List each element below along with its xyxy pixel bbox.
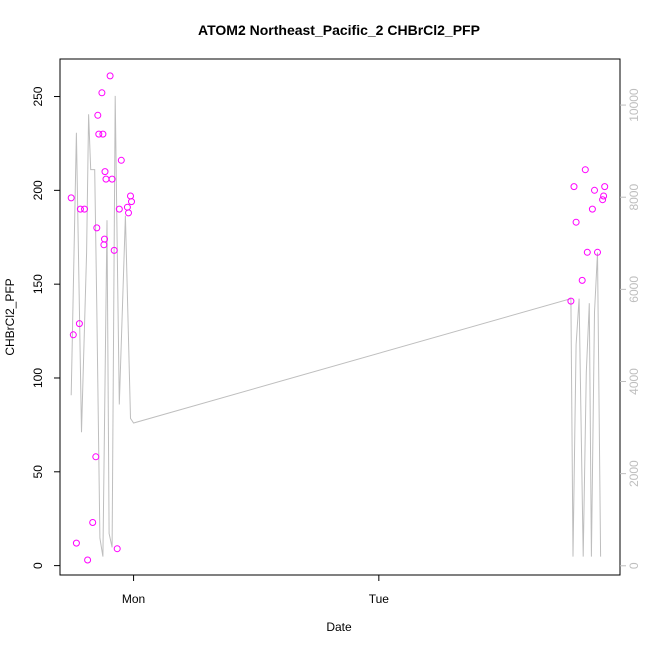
data-point-27 xyxy=(128,198,135,206)
x-axis: Mon Tue xyxy=(122,575,389,606)
data-point-34 xyxy=(588,205,596,213)
data-point-30 xyxy=(572,218,580,226)
y2-tick-label-4: 8000 xyxy=(627,184,641,211)
data-point-28 xyxy=(567,297,575,305)
x-tick-label-1: Tue xyxy=(369,592,390,606)
data-point-9 xyxy=(93,224,101,232)
data-point-11 xyxy=(95,130,103,138)
y-tick-label-1: 50 xyxy=(31,465,45,479)
y2-tick-label-0: 0 xyxy=(627,562,641,569)
data-point-18 xyxy=(106,72,114,80)
data-point-12 xyxy=(98,89,106,97)
data-point-19 xyxy=(108,175,116,183)
data-point-6 xyxy=(84,556,92,564)
data-point-8 xyxy=(92,453,100,461)
y2-tick-label-1: 2000 xyxy=(627,460,641,487)
data-point-36 xyxy=(594,248,601,256)
data-point-35 xyxy=(591,186,598,194)
right-axis: 0 2000 4000 6000 8000 10000 xyxy=(620,88,641,569)
data-point-21 xyxy=(113,545,121,553)
data-point-29 xyxy=(570,183,578,191)
data-point-39 xyxy=(601,183,609,191)
scatter-points-layer xyxy=(67,72,609,564)
data-point-17 xyxy=(102,175,110,183)
data-point-31 xyxy=(578,276,586,284)
data-point-16 xyxy=(101,168,109,176)
data-point-7 xyxy=(89,519,97,526)
data-point-4 xyxy=(76,205,84,213)
data-point-26 xyxy=(127,192,134,200)
data-point-10 xyxy=(94,111,102,119)
y-tick-label-3: 150 xyxy=(31,274,45,294)
y2-tick-label-5: 10000 xyxy=(627,88,641,122)
plot-frame xyxy=(59,58,621,576)
left-axis: 0 50 100 150 200 250 xyxy=(31,86,60,569)
data-point-24 xyxy=(123,203,131,211)
data-point-13 xyxy=(99,130,107,138)
data-point-20 xyxy=(110,246,118,254)
x-tick-label-0: Mon xyxy=(122,592,145,606)
data-point-33 xyxy=(583,248,591,256)
y2-tick-label-2: 4000 xyxy=(627,368,641,395)
y-tick-label-5: 250 xyxy=(31,86,45,106)
data-point-14 xyxy=(100,241,108,249)
data-point-3 xyxy=(75,320,83,328)
y-tick-label-2: 100 xyxy=(31,368,45,388)
data-point-32 xyxy=(581,166,589,174)
data-point-1 xyxy=(69,331,77,339)
data-point-2 xyxy=(72,539,80,547)
data-point-5 xyxy=(81,205,88,213)
data-point-0 xyxy=(67,194,75,202)
data-point-37 xyxy=(599,196,607,204)
data-point-15 xyxy=(101,235,108,243)
data-point-22 xyxy=(115,205,123,213)
y2-tick-label-3: 6000 xyxy=(627,276,641,303)
data-point-38 xyxy=(600,192,608,200)
line-series-layer xyxy=(70,95,602,557)
data-point-23 xyxy=(117,156,125,164)
x-axis-label: Date xyxy=(326,620,352,634)
data-point-25 xyxy=(125,209,132,217)
y-tick-label-4: 200 xyxy=(31,180,45,200)
y-axis-label: CHBrCl2_PFP xyxy=(3,278,17,355)
series-line xyxy=(70,95,602,557)
chart-title: ATOM2 Northeast_Pacific_2 CHBrCl2_PFP xyxy=(198,22,480,38)
y-tick-label-0: 0 xyxy=(31,562,45,569)
